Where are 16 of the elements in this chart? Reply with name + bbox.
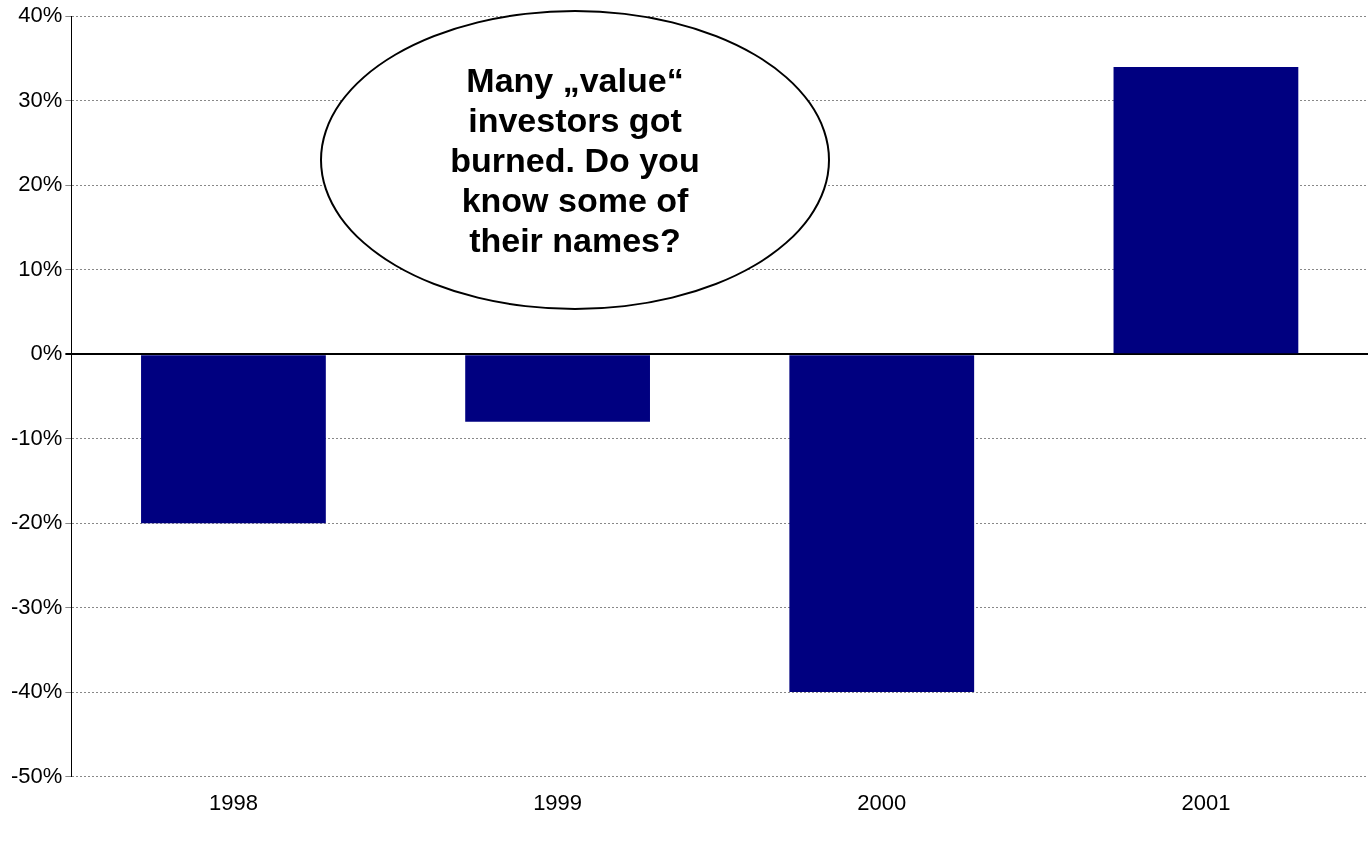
- x-tick-label: 1999: [533, 789, 583, 815]
- x-tick-label: 2001: [1181, 789, 1231, 815]
- y-tick-label: 20%: [18, 171, 63, 197]
- y-tick-label: -50%: [11, 762, 63, 788]
- y-tick-label: 30%: [18, 86, 63, 112]
- speech-bubble: Many „value“ investors got burned. Do you know some of their names?: [320, 10, 830, 310]
- y-tick-label: -40%: [11, 678, 63, 704]
- y-tick-label: 40%: [18, 2, 63, 28]
- x-tick-label: 2000: [857, 789, 907, 815]
- y-tick-label: -20%: [11, 509, 63, 535]
- y-tick-label: -10%: [11, 424, 63, 450]
- x-tick-label: 1998: [208, 789, 258, 815]
- y-tick-label: 0%: [30, 340, 63, 366]
- annotation: Many „value“ investors got burned. Do you know some of their names?: [450, 60, 700, 260]
- y-tick-label: 10%: [18, 255, 63, 281]
- y-tick-label: -30%: [11, 593, 63, 619]
